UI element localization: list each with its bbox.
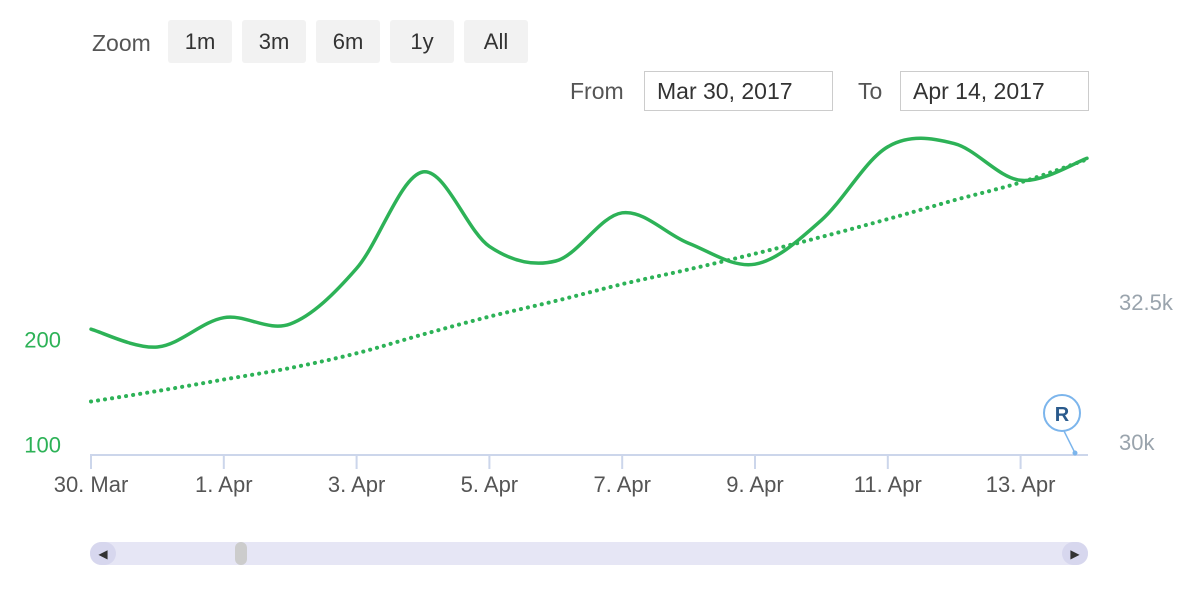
- y-left-tick-label: 100: [24, 433, 61, 458]
- x-tick-label: 5. Apr: [461, 472, 518, 497]
- range-from-label: From: [570, 78, 624, 104]
- zoom-6m-button[interactable]: 6m: [316, 20, 380, 63]
- range-to-input[interactable]: [900, 71, 1089, 111]
- series-line-solid: [89, 136, 1089, 349]
- flag-marker-circle[interactable]: [1043, 394, 1081, 432]
- x-tick-label: 13. Apr: [986, 472, 1056, 497]
- range-to-label: To: [858, 78, 883, 104]
- zoom-all-button[interactable]: All: [464, 20, 528, 63]
- zoom-1m-button[interactable]: 1m: [168, 20, 232, 63]
- flag-marker-anchor: [1072, 450, 1078, 456]
- zoom-label: Zoom: [92, 30, 151, 56]
- navigator-left-arrow[interactable]: ◀: [90, 542, 116, 565]
- flag-marker-label: R: [1055, 404, 1070, 426]
- x-tick-label: 30. Mar: [54, 472, 129, 497]
- x-tick-label: 3. Apr: [328, 472, 385, 497]
- x-tick-label: 9. Apr: [726, 472, 783, 497]
- y-left-tick-label: 200: [24, 328, 61, 353]
- navigator-scrollbar[interactable]: ◀ ▶: [90, 542, 1088, 565]
- x-tick-label: 1. Apr: [195, 472, 252, 497]
- x-tick-label: 7. Apr: [593, 472, 650, 497]
- zoom-3m-button[interactable]: 3m: [242, 20, 306, 63]
- navigator-handle[interactable]: [235, 542, 247, 565]
- y-right-tick-label: 32.5k: [1119, 290, 1174, 315]
- zoom-1y-button[interactable]: 1y: [390, 20, 454, 63]
- flag-marker[interactable]: R: [1043, 394, 1081, 456]
- range-from-input[interactable]: [644, 71, 833, 111]
- flag-marker-stem: [1063, 430, 1076, 454]
- x-tick-label: 11. Apr: [854, 472, 922, 497]
- trend-line-dotted: [89, 157, 1089, 404]
- navigator-right-arrow[interactable]: ▶: [1062, 542, 1088, 565]
- y-right-tick-label: 30k: [1119, 430, 1155, 455]
